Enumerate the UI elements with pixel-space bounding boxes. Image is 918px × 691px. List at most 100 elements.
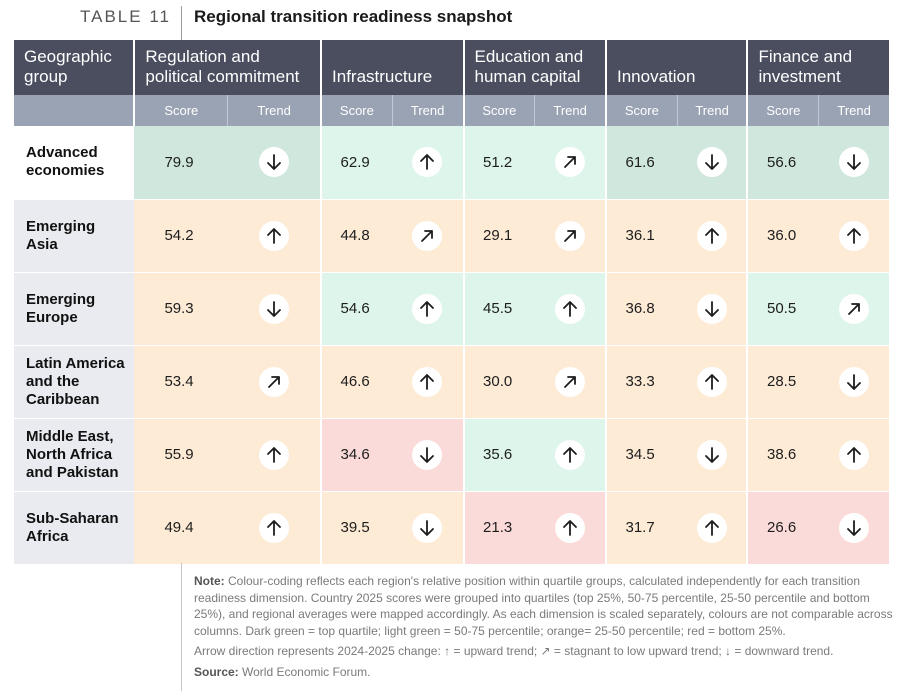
score-subheader: Score xyxy=(463,95,536,126)
note-text: Colour-coding reflects each region's rel… xyxy=(194,574,893,638)
arrow-down-icon xyxy=(838,366,869,397)
arrow-down-icon xyxy=(696,147,727,178)
score-cell: 36.0 xyxy=(747,199,819,273)
region-name-line: Asia xyxy=(26,235,58,253)
score-cell: 33.3 xyxy=(605,345,678,419)
trend-cell xyxy=(392,272,465,346)
trend-cell xyxy=(227,272,323,346)
arrow-up-icon xyxy=(554,293,585,324)
source-label: Source: xyxy=(194,664,239,679)
arrow-down-icon xyxy=(412,512,443,543)
trend-cell xyxy=(818,272,889,346)
trend-cell xyxy=(818,345,889,419)
trend-cell xyxy=(818,491,889,565)
score-subheader: Score xyxy=(605,95,678,126)
score-cell: 26.6 xyxy=(747,491,819,565)
region-name-line: Africa xyxy=(26,527,69,545)
trend-cell xyxy=(677,418,749,492)
trend-cell xyxy=(677,345,749,419)
table-row: Advanced economies 79.9 62.9 51.2 61.6 56.6 xyxy=(14,126,889,200)
trend-cell xyxy=(534,272,607,346)
score-subheader: Score xyxy=(134,95,229,126)
region-name-line: Emerging xyxy=(26,217,96,235)
score-cell: 54.2 xyxy=(134,199,228,273)
trend-cell xyxy=(227,199,323,273)
trend-cell xyxy=(677,491,749,565)
region-cell: Latin America and the Caribbean xyxy=(14,345,135,419)
region-name-line: Sub-Saharan xyxy=(26,509,119,527)
trend-cell xyxy=(392,491,465,565)
trend-cell xyxy=(677,272,749,346)
arrow-up-right-icon xyxy=(838,293,869,324)
arrow-down-icon xyxy=(838,512,869,543)
arrow-down-icon xyxy=(696,439,727,470)
trend-subheader: Trend xyxy=(392,95,465,126)
dimension-header-innovation: Innovation xyxy=(605,40,749,95)
title-divider xyxy=(180,6,182,28)
score-cell: 62.9 xyxy=(321,126,393,200)
score-cell: 35.6 xyxy=(463,418,535,492)
geo-subheader xyxy=(14,95,136,126)
score-cell: 30.0 xyxy=(463,345,535,419)
region-cell: Sub-Saharan Africa xyxy=(14,491,135,565)
arrow-down-icon xyxy=(696,293,727,324)
table-title: Regional transition readiness snapshot xyxy=(193,7,513,26)
score-cell: 31.7 xyxy=(605,491,678,565)
geo-header: Geographic group xyxy=(14,40,136,95)
trend-cell xyxy=(534,345,607,419)
score-cell: 34.5 xyxy=(605,418,678,492)
trend-cell xyxy=(818,418,889,492)
trend-subheader: Trend xyxy=(677,95,749,126)
dimension-header-line: Innovation xyxy=(616,67,696,86)
arrow-down-icon xyxy=(258,293,289,324)
geo-header-line: group xyxy=(24,67,68,86)
score-cell: 36.1 xyxy=(605,199,678,273)
arrow-up-icon xyxy=(258,512,289,543)
arrow-up-icon xyxy=(838,439,869,470)
trend-cell xyxy=(392,418,465,492)
score-cell: 44.8 xyxy=(321,199,393,273)
arrow-up-right-icon xyxy=(258,366,289,397)
trend-subheader: Trend xyxy=(534,95,607,126)
trend-cell xyxy=(818,126,889,200)
trend-cell xyxy=(534,126,607,200)
arrow-up-icon xyxy=(258,439,289,470)
trend-cell xyxy=(677,126,749,200)
region-name-line: Europe xyxy=(26,308,78,326)
readiness-table: Geographic group Regulation and politica… xyxy=(14,40,889,565)
score-cell: 51.2 xyxy=(463,126,535,200)
trend-cell xyxy=(227,418,323,492)
score-cell: 39.5 xyxy=(321,491,393,565)
table-row: Sub-Saharan Africa 49.4 39.5 21.3 31.7 26.6 xyxy=(14,491,889,565)
dimension-header-line: Finance and xyxy=(758,47,853,66)
trend-cell xyxy=(392,345,465,419)
table-label: TABLE 11 xyxy=(80,7,171,26)
title-rule xyxy=(181,28,182,40)
region-cell: Emerging Europe xyxy=(14,272,135,346)
arrow-up-icon xyxy=(696,220,727,251)
arrow-legend: Arrow direction represents 2024-2025 cha… xyxy=(194,644,834,658)
arrow-up-icon xyxy=(838,220,869,251)
trend-cell xyxy=(534,491,607,565)
trend-cell xyxy=(534,418,607,492)
source-text: World Economic Forum. xyxy=(238,664,371,679)
score-cell: 21.3 xyxy=(463,491,535,565)
arrow-up-right-icon xyxy=(554,147,585,178)
trend-cell xyxy=(534,199,607,273)
score-subheader: Score xyxy=(747,95,820,126)
region-cell: Middle East, North Africa and Pakistan xyxy=(14,418,135,492)
arrow-up-icon xyxy=(258,220,289,251)
arrow-up-icon xyxy=(412,293,443,324)
table-body: Advanced economies 79.9 62.9 51.2 61.6 56.6 Eme… xyxy=(14,126,889,565)
score-cell: 36.8 xyxy=(605,272,678,346)
region-name-line: and the xyxy=(26,372,80,390)
score-cell: 46.6 xyxy=(321,345,393,419)
score-cell: 79.9 xyxy=(134,126,228,200)
score-cell: 49.4 xyxy=(134,491,228,565)
score-subheader: Score xyxy=(321,95,393,126)
dimension-header-education: Education and human capital xyxy=(463,40,607,95)
arrow-up-icon xyxy=(554,439,585,470)
dimension-header-line: human capital xyxy=(474,67,581,86)
arrow-up-icon xyxy=(554,512,585,543)
dimension-header-line: Regulation and xyxy=(145,47,260,66)
